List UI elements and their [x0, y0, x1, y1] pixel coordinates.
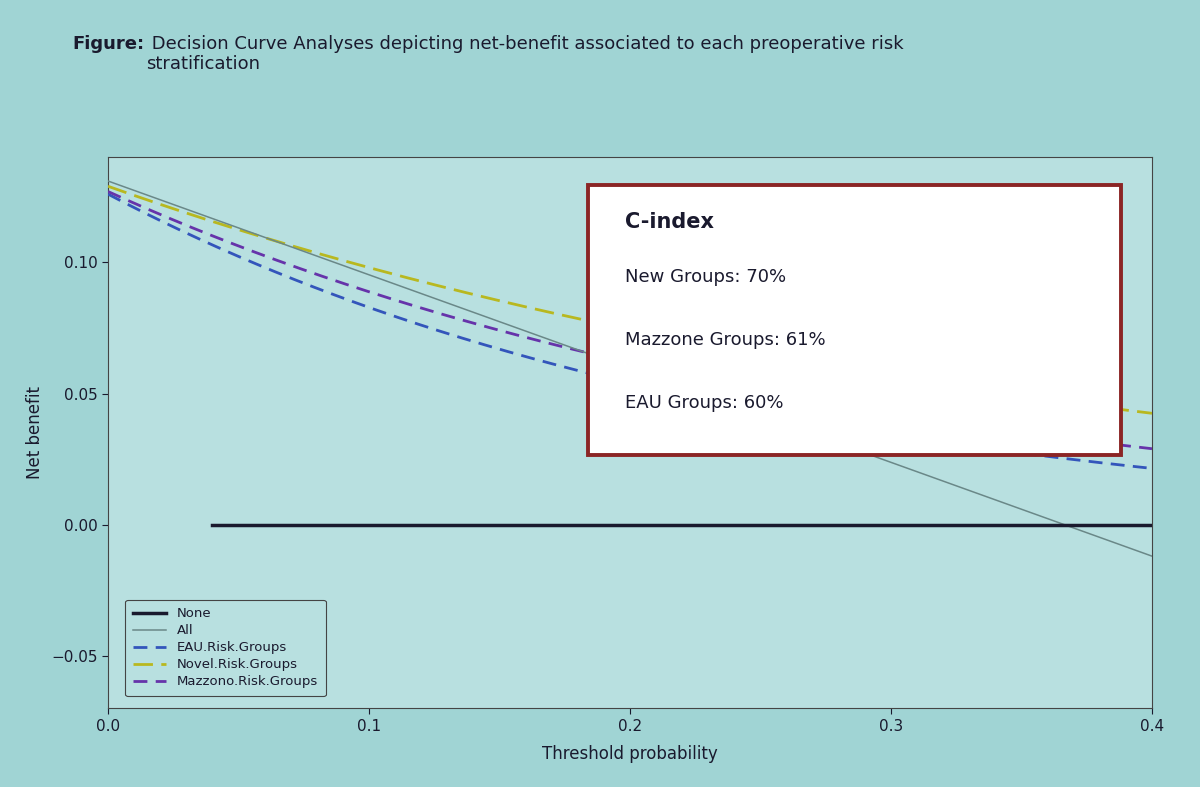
- Text: C-index: C-index: [625, 212, 714, 232]
- Text: New Groups: 70%: New Groups: 70%: [625, 268, 786, 286]
- Text: Mazzone Groups: 61%: Mazzone Groups: 61%: [625, 331, 826, 349]
- Text: EAU Groups: 60%: EAU Groups: 60%: [625, 394, 784, 412]
- X-axis label: Threshold probability: Threshold probability: [542, 745, 718, 763]
- FancyBboxPatch shape: [588, 185, 1121, 455]
- Legend: None, All, EAU.Risk.Groups, Novel.Risk.Groups, Mazzono.Risk.Groups: None, All, EAU.Risk.Groups, Novel.Risk.G…: [125, 600, 325, 696]
- Text: Figure:: Figure:: [72, 35, 144, 53]
- Y-axis label: Net benefit: Net benefit: [26, 386, 44, 479]
- Text: Decision Curve Analyses depicting net-benefit associated to each preoperative ri: Decision Curve Analyses depicting net-be…: [146, 35, 904, 73]
